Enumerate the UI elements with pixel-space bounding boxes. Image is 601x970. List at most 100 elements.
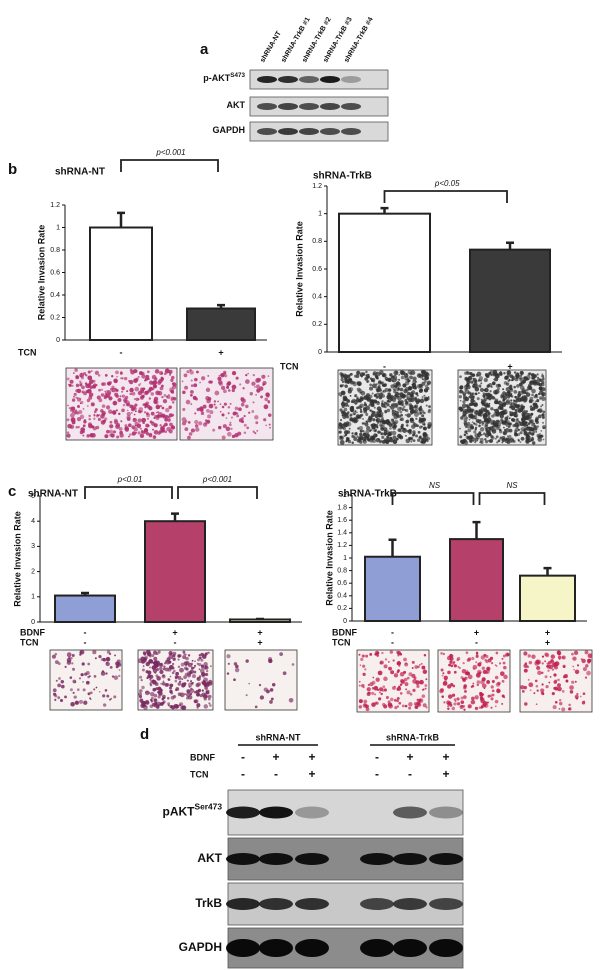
cell [89,379,94,384]
cell [218,374,221,377]
cell [150,411,155,416]
cell [115,409,118,412]
cell [581,701,586,705]
cell [405,438,411,444]
cell [204,673,208,676]
y-tick-label: 0.4 [50,292,60,299]
cell [414,705,419,710]
cell [66,652,72,658]
cell [139,371,143,376]
band [278,128,298,135]
cell [162,680,165,683]
cell [367,375,370,378]
cell [157,695,161,699]
cell [381,432,385,436]
cell [70,657,73,660]
cell [129,392,133,396]
cell [486,680,491,685]
cell [364,435,367,439]
cell [421,689,424,691]
cell [252,430,255,434]
cell [540,386,543,389]
cell [366,692,371,697]
cell [469,423,473,427]
cell [187,654,191,657]
cell [255,393,257,396]
cell [339,408,343,412]
cell [340,418,342,421]
cell [72,679,77,684]
cell [461,668,467,674]
y-tick-label: 5 [31,493,35,500]
cell [383,704,388,709]
cell [574,669,580,675]
cell [72,667,76,671]
cell [448,663,452,667]
cell [515,415,518,418]
cell [494,675,499,680]
cell [573,650,579,655]
cell [475,419,479,423]
cell [137,418,142,423]
cell [263,418,267,422]
cell [405,688,408,691]
cell [69,688,73,692]
cell [345,412,349,416]
band [320,76,340,83]
cell [396,688,400,691]
cell [133,418,136,421]
cell [400,413,404,417]
cell [376,421,380,424]
cell [182,421,187,426]
cell [340,436,343,439]
cell [351,434,355,438]
cell [511,406,516,411]
cell [184,385,189,390]
cell [561,655,566,660]
cell [410,436,414,440]
y-tick-label: 0.2 [337,605,347,612]
cell [410,440,413,443]
cell [200,681,203,684]
cell [557,678,560,682]
chart-title: shRNA-TrkB [313,171,372,182]
cell [404,394,409,398]
cell [547,669,550,673]
blot-row-label: AKT [197,851,222,865]
cell [185,664,188,667]
cell [351,398,356,403]
cell [106,381,111,386]
cell [140,678,143,682]
cell [393,698,397,702]
cell [261,374,266,379]
cell [412,430,416,434]
cell [389,650,394,654]
cell [471,656,475,661]
cell [538,408,543,413]
cell [236,414,240,418]
cell [529,380,534,385]
y-tick-label: 1.6 [337,517,347,524]
cell [345,421,350,425]
cell [346,437,350,441]
cell [194,664,197,667]
cell [271,683,276,687]
cell [478,409,483,414]
cell [177,658,180,661]
cell [162,424,166,428]
y-tick-label: 0.2 [312,321,322,328]
cell [513,371,517,374]
band [429,939,463,957]
cell [350,405,355,410]
cell [413,405,417,408]
factor-name: TCN [20,637,39,647]
cell [382,373,387,378]
factor-level: + [442,767,449,781]
cell [463,708,466,711]
cell [529,426,533,430]
cell [411,660,415,664]
cell [470,699,476,705]
cell [584,650,589,655]
cell [525,421,528,424]
cell [369,383,373,387]
